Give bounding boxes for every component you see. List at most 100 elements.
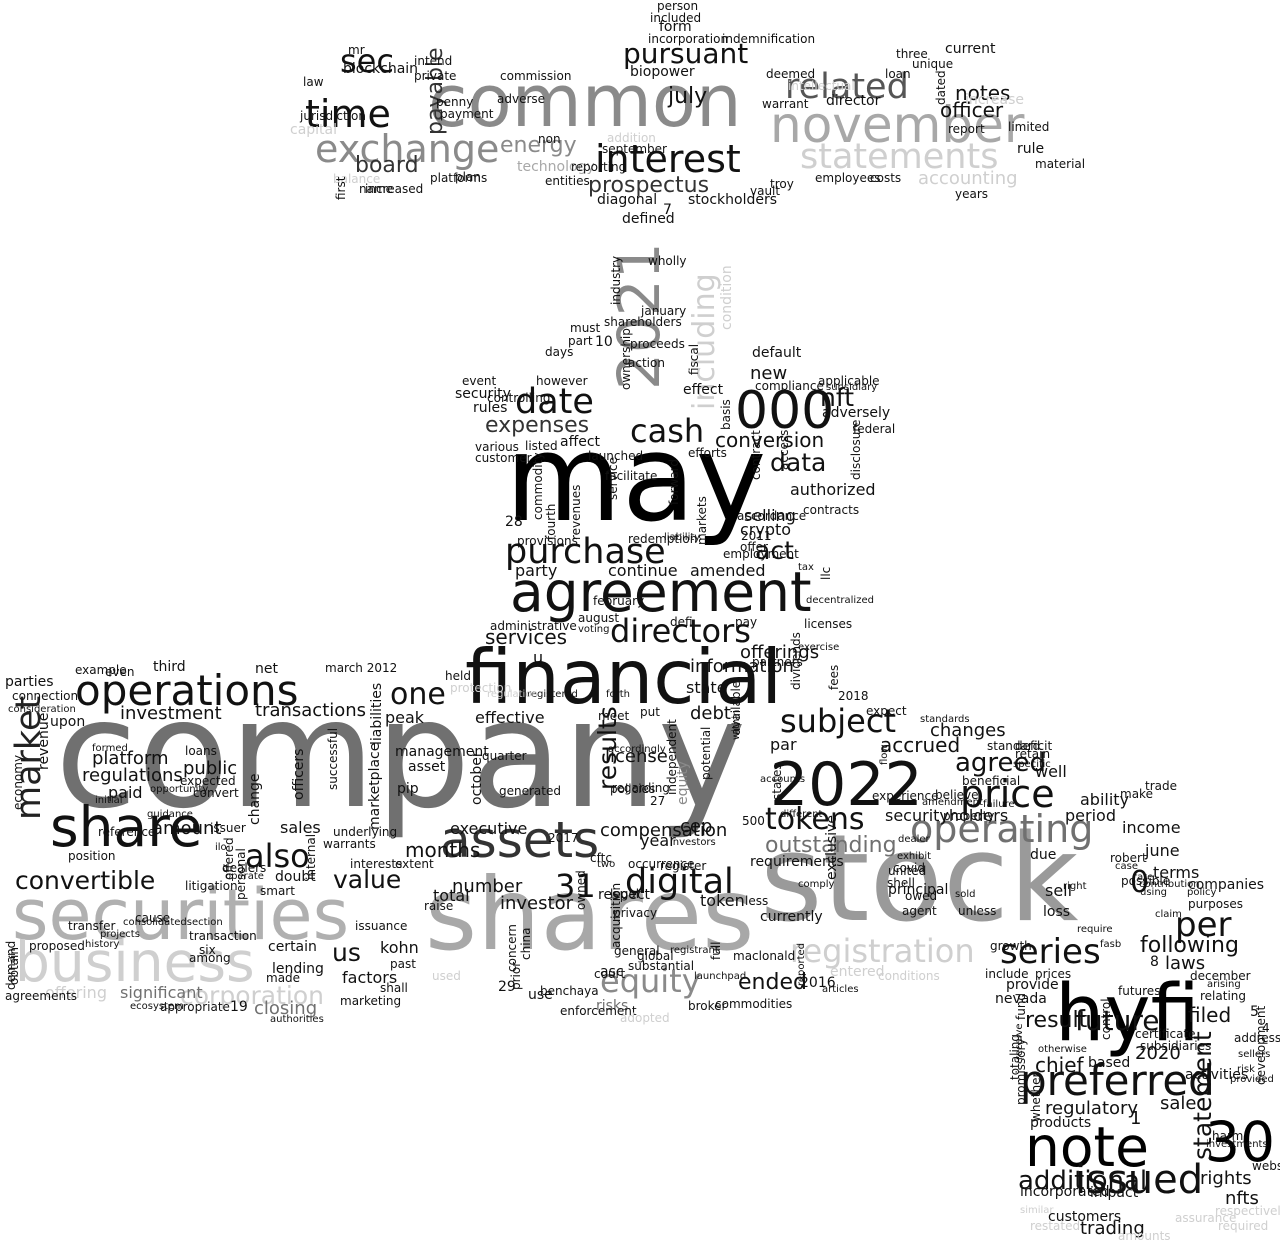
word-affect: affect bbox=[560, 434, 601, 450]
word-court: court bbox=[594, 967, 626, 981]
word-biopower: biopower bbox=[630, 64, 695, 80]
word-months: months bbox=[405, 838, 481, 862]
word-agent: agent bbox=[902, 904, 937, 918]
word-experience: experience bbox=[872, 789, 939, 803]
word-sell: sell bbox=[1045, 881, 1073, 900]
word-form: form bbox=[659, 19, 692, 35]
word-shares: shares bbox=[425, 856, 755, 973]
word-companies: companies bbox=[1188, 877, 1265, 893]
word-otherwise: otherwise bbox=[1038, 1044, 1087, 1055]
word-nft: nft bbox=[820, 383, 855, 412]
word-preferred: preferred bbox=[1020, 1056, 1215, 1105]
word-warrants: warrants bbox=[323, 837, 376, 851]
word-past: past bbox=[390, 957, 416, 971]
word-rate: rate bbox=[1133, 872, 1154, 883]
word-china: china bbox=[519, 927, 533, 961]
word-partners: partners bbox=[752, 655, 803, 669]
word-forth: forth bbox=[606, 689, 631, 700]
word-position: position bbox=[68, 849, 116, 863]
word-futures: futures bbox=[1118, 984, 1161, 998]
word-2017: 2017 bbox=[548, 831, 579, 845]
word-operating: operating bbox=[910, 807, 1094, 851]
word-one: one bbox=[390, 677, 446, 712]
word-website: website bbox=[1252, 1159, 1280, 1173]
word-token: token bbox=[700, 891, 745, 910]
word-penny: penny bbox=[436, 95, 474, 109]
word-register: register bbox=[660, 859, 707, 873]
word-information: information bbox=[690, 656, 794, 677]
word-closing: closing bbox=[254, 998, 318, 1019]
word-company: company bbox=[55, 668, 747, 842]
word-statements: statements bbox=[800, 137, 999, 177]
word-000: 000 bbox=[735, 381, 835, 441]
word-include: include bbox=[985, 967, 1029, 981]
word-days: days bbox=[545, 345, 574, 359]
word-proposed: proposed bbox=[29, 939, 85, 953]
word-crypto: crypto bbox=[740, 520, 792, 539]
word-exchange: exchange bbox=[315, 127, 500, 171]
word-tokens: tokens bbox=[765, 802, 865, 837]
word-subject: subject bbox=[780, 702, 896, 740]
word-effective: effective bbox=[475, 708, 545, 727]
word-5: 5 bbox=[1250, 1004, 1259, 1020]
word-consolidatedsection: consolidatedsection bbox=[123, 917, 223, 928]
word-year: year bbox=[640, 831, 676, 850]
word-authorities: authorities bbox=[270, 1014, 324, 1025]
word-defined: defined bbox=[622, 211, 675, 227]
word-pay: pay bbox=[735, 615, 758, 629]
word-compliance: compliance bbox=[755, 379, 824, 393]
word-authorized: authorized bbox=[790, 480, 876, 499]
word-license: license bbox=[605, 746, 668, 767]
word-economy: economy bbox=[11, 754, 25, 810]
word-current: current bbox=[945, 41, 996, 57]
word-platform: platform bbox=[92, 748, 169, 769]
word-adopted: adopted bbox=[620, 1011, 670, 1025]
word-due: due bbox=[1030, 847, 1057, 863]
word-listed: listed bbox=[525, 439, 558, 453]
word-cause: cause bbox=[135, 911, 171, 925]
word-non: non bbox=[538, 132, 561, 146]
word-obtain: obtain bbox=[7, 947, 21, 985]
word-common: common bbox=[428, 59, 742, 143]
word-sales: sales bbox=[280, 818, 321, 837]
word-make: make bbox=[1120, 787, 1153, 801]
word-8: 8 bbox=[1150, 954, 1159, 970]
word-claim: claim bbox=[1155, 909, 1182, 920]
word-digital: digital bbox=[625, 862, 734, 902]
word-date: date bbox=[515, 382, 594, 422]
word-intend: intend bbox=[414, 54, 453, 68]
word-number: number bbox=[452, 876, 523, 897]
word-related: related bbox=[785, 67, 909, 107]
word-less: less bbox=[745, 894, 769, 908]
word-convert: convert bbox=[193, 786, 239, 800]
word-part: part bbox=[568, 334, 593, 348]
word-party: party bbox=[515, 561, 558, 580]
word-capital: capital bbox=[290, 122, 338, 138]
word-asc: asc bbox=[600, 964, 624, 980]
word-two: two bbox=[597, 859, 616, 870]
word-future: future bbox=[1075, 1004, 1160, 1037]
word-ownership: ownership bbox=[619, 328, 633, 390]
word-facilitate: facilitate bbox=[605, 469, 658, 483]
word-revenue: revenue bbox=[36, 712, 52, 770]
word-marketplace: marketplace bbox=[367, 742, 383, 830]
word-action: action bbox=[628, 356, 665, 370]
word-quarter: quarter bbox=[482, 749, 527, 763]
word-note: note bbox=[1025, 1115, 1149, 1179]
word-customers: customers bbox=[1048, 1209, 1122, 1225]
word-covid: covid bbox=[893, 861, 925, 875]
word-impact: impact bbox=[1090, 1185, 1139, 1201]
word-19: 19 bbox=[230, 999, 248, 1015]
word-total: total bbox=[433, 886, 470, 905]
word-failure: failure bbox=[983, 799, 1015, 810]
word-incorporation: incorporation bbox=[648, 32, 729, 46]
word-accordance: accordance bbox=[737, 509, 807, 523]
word-payment: payment bbox=[440, 107, 494, 121]
word-made: made bbox=[266, 971, 301, 985]
word-provided: provided bbox=[1230, 1074, 1274, 1085]
word-conditions: conditions bbox=[878, 969, 940, 983]
word-held: held bbox=[445, 669, 471, 683]
word-transfer: transfer bbox=[68, 919, 116, 933]
word-equity: equity bbox=[600, 962, 701, 1000]
word-data: data bbox=[770, 448, 827, 477]
